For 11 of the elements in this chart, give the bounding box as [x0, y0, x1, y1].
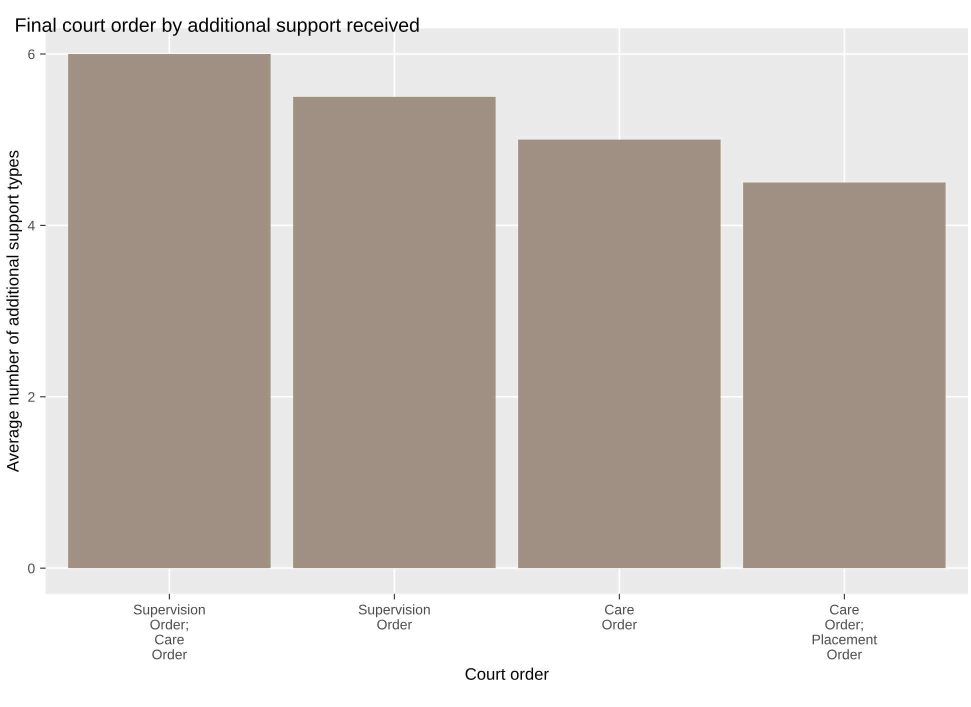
x-tick-label: Care Order; Placement Order	[812, 604, 878, 660]
x-tick-label: Care Order	[602, 604, 637, 630]
x-tick-label: Supervision Order; Care Order	[134, 604, 205, 660]
x-axis-title: Court order	[466, 668, 549, 680]
y-axis-title: Average number of additional support types	[6, 150, 22, 472]
chart-title: Final court order by additional support received	[16, 18, 419, 36]
y-tick-label: 6	[28, 49, 35, 60]
y-tick-label: 0	[28, 564, 35, 574]
y-tick-label: 2	[28, 392, 35, 402]
y-tick-label: 4	[28, 220, 35, 230]
x-tick-label: Supervision Order	[358, 604, 430, 630]
